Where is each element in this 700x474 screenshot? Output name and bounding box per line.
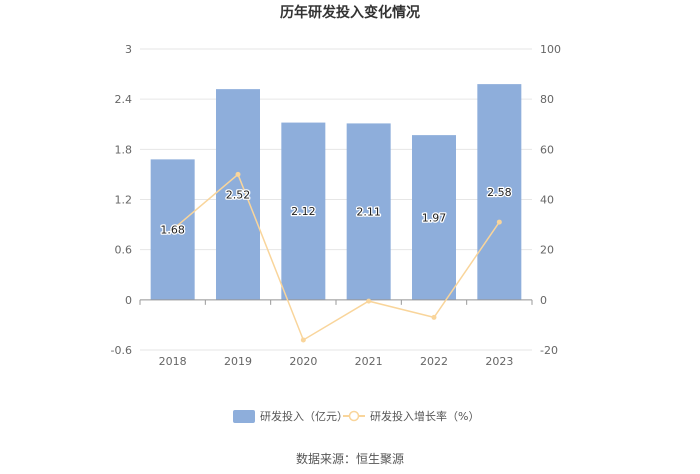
bar xyxy=(281,122,326,300)
y-left-tick-label: 2.4 xyxy=(115,93,133,106)
bar xyxy=(412,135,456,300)
y-right-tick-label: 40 xyxy=(540,194,554,207)
y-left-tick-label: 1.8 xyxy=(115,143,133,156)
legend-swatch-bar xyxy=(233,410,255,423)
x-tick-label: 2021 xyxy=(355,355,383,368)
bar-data-labels: 1.68 2.52 2.12 2.11 1.97 2.58 xyxy=(159,185,513,238)
line-series xyxy=(170,171,502,343)
legend: 研发投入（亿元） 研发投入增长率（%） xyxy=(233,409,479,423)
y-axis-left: 3 2.4 1.8 1.2 0.6 0 -0.6 xyxy=(111,43,132,357)
x-tick-label: 2022 xyxy=(420,355,448,368)
legend-label-line: 研发投入增长率（%） xyxy=(370,409,479,423)
y-left-tick-label: 1.2 xyxy=(115,194,133,207)
y-left-tick-label: 0 xyxy=(125,294,132,307)
growth-point xyxy=(431,314,437,320)
y-right-tick-label: 100 xyxy=(540,43,561,56)
y-left-tick-label: 0.6 xyxy=(115,244,133,257)
legend-swatch-line-marker xyxy=(348,410,360,422)
bar-data-label: 2.52 xyxy=(226,188,251,201)
bar-data-label: 2.11 xyxy=(356,206,381,219)
y-right-tick-label: -20 xyxy=(540,344,558,357)
growth-line xyxy=(172,173,500,342)
source-note: 数据来源：恒生聚源 xyxy=(296,451,404,466)
growth-point xyxy=(496,219,502,225)
y-right-tick-label: 60 xyxy=(540,143,554,156)
bar xyxy=(216,89,260,300)
growth-point xyxy=(235,171,241,177)
legend-label-bar: 研发投入（亿元） xyxy=(260,409,348,423)
x-tick-label: 2018 xyxy=(159,355,187,368)
x-tick-label: 2020 xyxy=(289,355,317,368)
bar xyxy=(477,84,522,300)
y-left-tick-label: 3 xyxy=(125,43,132,56)
y-left-tick-label: -0.6 xyxy=(111,344,132,357)
growth-point xyxy=(366,298,372,304)
bar-series xyxy=(150,84,522,300)
y-right-tick-label: 20 xyxy=(540,244,554,257)
bar-data-label: 1.97 xyxy=(422,211,447,224)
x-tick-label: 2023 xyxy=(485,355,513,368)
gridlines xyxy=(140,48,532,351)
y-axis-right: 100 80 60 40 20 0 -20 xyxy=(540,43,561,357)
bar-data-label: 2.12 xyxy=(291,205,316,218)
bar-data-label: 1.68 xyxy=(160,224,185,237)
x-axis: 2018 2019 2020 2021 2022 2023 xyxy=(139,299,533,368)
growth-point xyxy=(300,337,306,343)
growth-point xyxy=(170,227,176,233)
y-right-tick-label: 0 xyxy=(540,294,547,307)
bar xyxy=(346,123,391,300)
x-tick-label: 2019 xyxy=(224,355,252,368)
chart-title: 历年研发投入变化情况 xyxy=(280,4,420,21)
y-right-tick-label: 80 xyxy=(540,93,554,106)
bar-data-label: 2.58 xyxy=(487,186,512,199)
